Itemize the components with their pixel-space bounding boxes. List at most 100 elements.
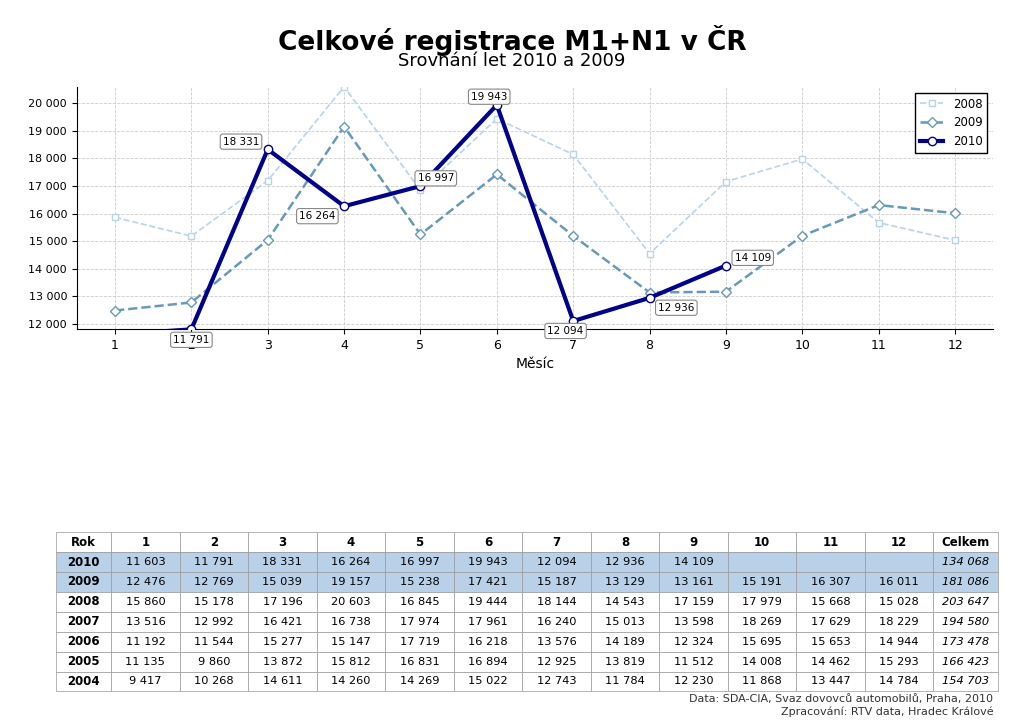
Text: 14 784: 14 784	[880, 676, 919, 686]
Bar	[797, 612, 865, 631]
Text: 9 860: 9 860	[198, 657, 230, 667]
Bar	[933, 612, 998, 631]
Text: 11: 11	[822, 536, 839, 549]
Text: 11 603: 11 603	[126, 557, 165, 567]
Bar	[454, 572, 522, 592]
Bar	[248, 631, 316, 652]
Text: 15 022: 15 022	[468, 676, 508, 686]
Text: 166 423: 166 423	[942, 657, 989, 667]
Bar	[248, 532, 316, 552]
Text: 17 979: 17 979	[742, 597, 782, 607]
Text: 18 331: 18 331	[223, 137, 259, 147]
Bar	[248, 592, 316, 612]
Bar	[316, 652, 385, 672]
Text: 15 812: 15 812	[331, 657, 371, 667]
Text: 12 936: 12 936	[605, 557, 645, 567]
Text: 15 277: 15 277	[262, 636, 302, 647]
Text: 2006: 2006	[68, 635, 100, 648]
Text: 19 157: 19 157	[331, 577, 371, 587]
Bar	[522, 672, 591, 691]
Bar	[56, 612, 112, 631]
Bar	[797, 572, 865, 592]
Text: 13 516: 13 516	[126, 617, 165, 627]
Text: 8: 8	[621, 536, 629, 549]
Text: 9 417: 9 417	[129, 676, 162, 686]
Text: 18 269: 18 269	[742, 617, 782, 627]
Text: 12 094: 12 094	[548, 326, 584, 336]
Text: 19 943: 19 943	[468, 557, 508, 567]
Text: 12 992: 12 992	[195, 617, 233, 627]
Text: 154 703: 154 703	[942, 676, 989, 686]
Text: 11 784: 11 784	[605, 676, 645, 686]
Bar	[316, 612, 385, 631]
Bar	[797, 532, 865, 552]
Bar	[659, 631, 728, 652]
Bar	[933, 631, 998, 652]
Text: 12 094: 12 094	[537, 557, 577, 567]
Bar	[454, 552, 522, 572]
Bar	[248, 672, 316, 691]
Text: 15 028: 15 028	[880, 597, 919, 607]
Bar	[797, 631, 865, 652]
Bar	[728, 572, 797, 592]
Bar	[179, 652, 248, 672]
Text: 12: 12	[891, 536, 907, 549]
Text: 134 068: 134 068	[942, 557, 989, 567]
Text: 13 161: 13 161	[674, 577, 714, 587]
Text: 6: 6	[483, 536, 493, 549]
Bar	[112, 672, 179, 691]
Bar	[865, 552, 933, 572]
Text: 11 791: 11 791	[194, 557, 233, 567]
Bar	[659, 572, 728, 592]
Text: 18 229: 18 229	[880, 617, 919, 627]
Text: 14 109: 14 109	[734, 253, 771, 263]
Bar	[248, 552, 316, 572]
Bar	[56, 631, 112, 652]
Text: 14 008: 14 008	[742, 657, 782, 667]
Bar	[728, 552, 797, 572]
Bar	[316, 532, 385, 552]
Bar	[865, 652, 933, 672]
Bar	[112, 612, 179, 631]
Bar	[728, 672, 797, 691]
Bar	[179, 552, 248, 572]
Bar	[385, 532, 454, 552]
Text: 15 238: 15 238	[399, 577, 439, 587]
Bar	[112, 631, 179, 652]
Text: 15 695: 15 695	[742, 636, 782, 647]
Bar	[385, 592, 454, 612]
Text: 16 738: 16 738	[331, 617, 371, 627]
Text: Zpracování: RTV data, Hradec Králové: Zpracování: RTV data, Hradec Králové	[780, 706, 993, 717]
Text: 16 997: 16 997	[418, 173, 454, 183]
Text: 15 191: 15 191	[742, 577, 782, 587]
Text: 12 769: 12 769	[195, 577, 233, 587]
Text: 17 974: 17 974	[399, 617, 439, 627]
Bar	[797, 652, 865, 672]
Text: 16 894: 16 894	[468, 657, 508, 667]
Text: 12 743: 12 743	[537, 676, 577, 686]
Bar	[591, 572, 659, 592]
Text: 14 543: 14 543	[605, 597, 645, 607]
Bar	[933, 532, 998, 552]
Text: 15 178: 15 178	[194, 597, 233, 607]
Text: 2009: 2009	[68, 576, 100, 589]
Bar	[385, 631, 454, 652]
Bar	[865, 572, 933, 592]
Bar	[797, 672, 865, 691]
Text: 16 264: 16 264	[331, 557, 371, 567]
Text: 16 831: 16 831	[399, 657, 439, 667]
Bar	[659, 532, 728, 552]
Bar	[728, 631, 797, 652]
Text: 13 872: 13 872	[262, 657, 302, 667]
Bar	[865, 631, 933, 652]
Bar	[179, 592, 248, 612]
Bar	[522, 532, 591, 552]
Bar	[179, 612, 248, 631]
Bar	[591, 631, 659, 652]
Text: 18 331: 18 331	[262, 557, 302, 567]
Bar	[385, 572, 454, 592]
Text: 16 218: 16 218	[468, 636, 508, 647]
Bar	[385, 672, 454, 691]
Text: 16 011: 16 011	[880, 577, 919, 587]
Text: Celkem: Celkem	[942, 536, 990, 549]
